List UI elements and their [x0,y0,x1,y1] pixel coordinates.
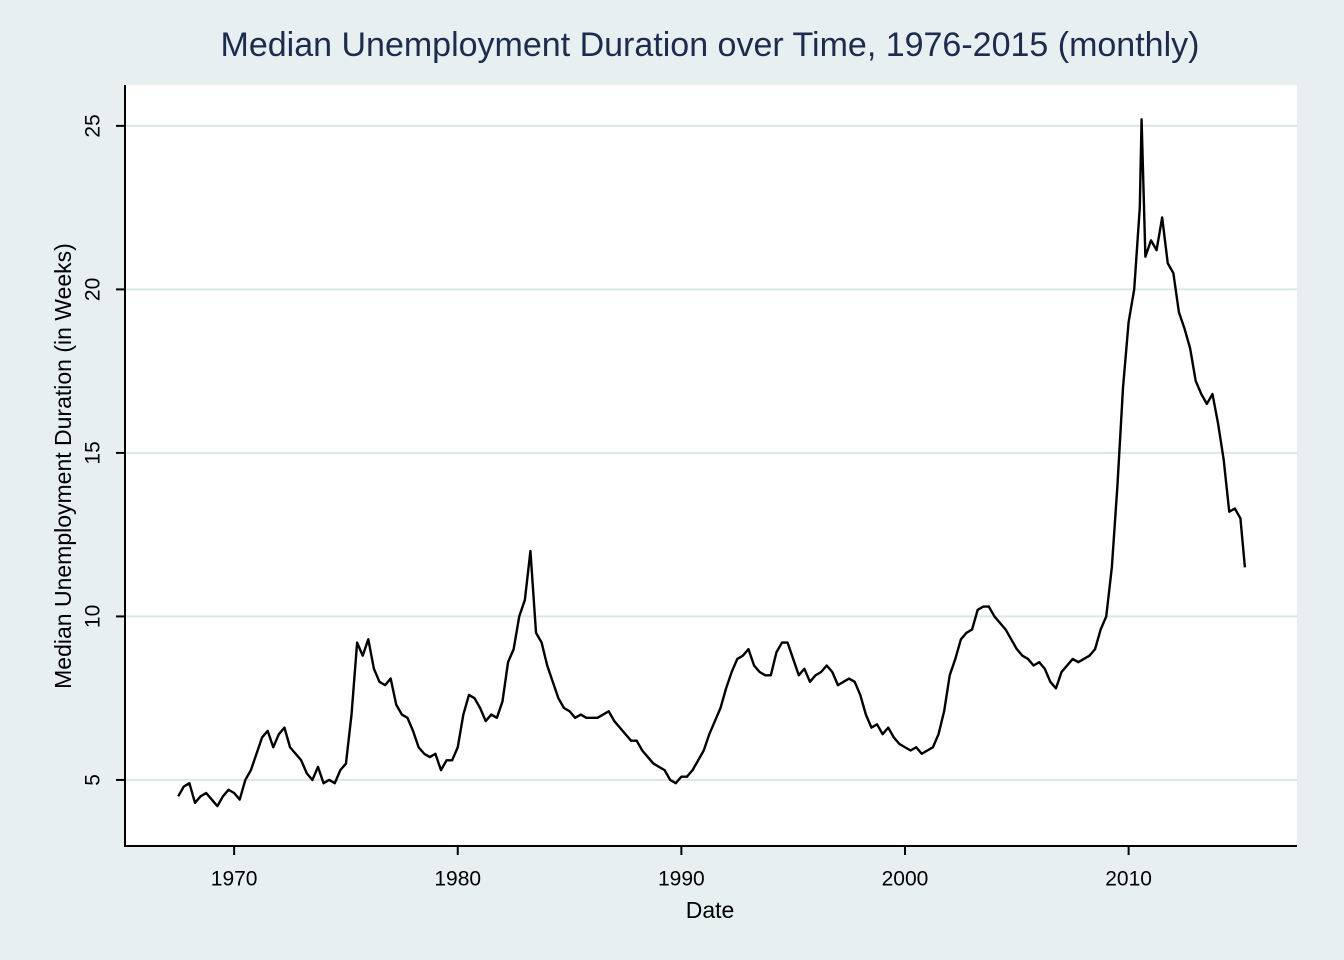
x-tick-label: 1970 [211,868,258,891]
y-tick-label: 5 [82,774,105,786]
x-tick-label: 2000 [882,868,929,891]
y-tick-label: 15 [82,441,105,464]
x-tick-label: 1980 [434,868,481,891]
x-axis-label: Date [686,897,735,923]
y-tick-label: 25 [82,114,105,137]
chart-title: Median Unemployment Duration over Time, … [221,26,1200,64]
x-tick-label: 2010 [1105,868,1152,891]
x-tick-label: 1990 [658,868,705,891]
y-tick-label: 20 [82,278,105,301]
y-axis-label: Median Unemployment Duration (in Weeks) [50,243,76,689]
y-tick-label: 10 [82,605,105,628]
plot-area [125,85,1297,846]
data-line [177,118,1247,808]
